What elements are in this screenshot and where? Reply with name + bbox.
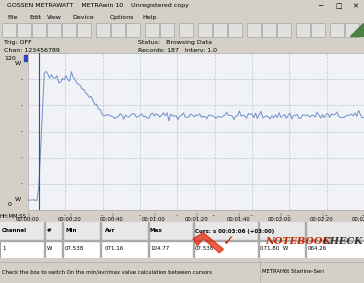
- Bar: [0, 222, 364, 240]
- Text: Help: Help: [142, 15, 156, 20]
- Bar: [330, 23, 344, 37]
- Bar: [311, 23, 325, 37]
- Bar: [32, 23, 46, 37]
- Bar: [62, 222, 63, 258]
- Text: Min: Min: [65, 228, 76, 233]
- Bar: [193, 222, 194, 258]
- Bar: [277, 23, 291, 37]
- Text: Records: 187   Interv: 1.0: Records: 187 Interv: 1.0: [138, 48, 217, 53]
- Bar: [296, 23, 310, 37]
- Text: 071.16: 071.16: [105, 246, 124, 252]
- Text: Avr: Avr: [105, 228, 115, 233]
- Text: |: |: [111, 213, 113, 218]
- Text: |: |: [195, 213, 197, 218]
- Text: File: File: [7, 15, 18, 20]
- Bar: [198, 23, 212, 37]
- Text: #: #: [47, 228, 52, 233]
- Bar: [47, 23, 61, 37]
- Text: 00:02:40: 00:02:40: [352, 217, 364, 222]
- Text: Curs: s 00:03:06 (+03:00): Curs: s 00:03:06 (+03:00): [195, 228, 274, 233]
- Bar: [213, 23, 227, 37]
- Text: ✕: ✕: [352, 3, 358, 9]
- Text: Max: Max: [150, 228, 163, 233]
- Bar: [145, 23, 159, 37]
- Text: |: |: [363, 213, 364, 218]
- Text: Device: Device: [73, 15, 94, 20]
- Text: GOSSEN METRAWATT    METRAwin 10    Unregistered copy: GOSSEN METRAWATT METRAwin 10 Unregistere…: [7, 3, 189, 8]
- Text: 071.80  W: 071.80 W: [260, 246, 288, 252]
- Bar: [77, 23, 91, 37]
- Bar: [247, 23, 261, 37]
- Text: Channel: Channel: [2, 228, 27, 233]
- Text: 07.538: 07.538: [195, 246, 214, 252]
- Text: ✓: ✓: [222, 234, 234, 248]
- Text: 00:02:20: 00:02:20: [310, 217, 334, 222]
- Bar: [62, 23, 76, 37]
- Text: NOTEBOOK: NOTEBOOK: [265, 237, 331, 246]
- Bar: [126, 23, 140, 37]
- Bar: [96, 23, 110, 37]
- Text: 00:00:20: 00:00:20: [58, 217, 82, 222]
- Text: 00:01:40: 00:01:40: [226, 217, 250, 222]
- Bar: [228, 23, 242, 37]
- Text: ─: ─: [318, 3, 323, 9]
- Bar: [111, 23, 125, 37]
- Bar: [345, 23, 359, 37]
- Text: 00:00:00: 00:00:00: [16, 217, 40, 222]
- Text: W: W: [47, 246, 52, 252]
- Text: Status:   Browsing Data: Status: Browsing Data: [138, 40, 212, 44]
- Text: Check the box to switch On the min/avr/max value calculation between cursors: Check the box to switch On the min/avr/m…: [2, 269, 212, 274]
- Text: |: |: [153, 213, 155, 218]
- Polygon shape: [193, 233, 223, 253]
- Text: W: W: [15, 197, 21, 202]
- Text: METRAH6t Starline-Seri: METRAH6t Starline-Seri: [262, 269, 324, 274]
- Text: 00:01:00: 00:01:00: [142, 217, 166, 222]
- Bar: [17, 23, 31, 37]
- Text: |: |: [321, 213, 323, 218]
- Text: Trig: OFF: Trig: OFF: [4, 40, 31, 44]
- Text: |: |: [279, 213, 281, 218]
- Bar: [0, 240, 364, 241]
- Text: |: |: [69, 213, 71, 218]
- Text: Edit: Edit: [29, 15, 41, 20]
- Bar: [262, 23, 276, 37]
- Text: |: |: [237, 213, 239, 218]
- Bar: [179, 23, 193, 37]
- Text: 120: 120: [4, 56, 16, 61]
- Text: CHECK: CHECK: [323, 237, 363, 246]
- Text: |: |: [27, 213, 29, 218]
- Bar: [148, 222, 149, 258]
- Bar: [2, 23, 16, 37]
- Text: □: □: [335, 3, 342, 9]
- Text: HH:MM:SS: HH:MM:SS: [0, 214, 27, 219]
- Text: W: W: [15, 61, 21, 66]
- Text: 07.538: 07.538: [65, 246, 84, 252]
- Bar: [24, 55, 28, 61]
- Text: 00:02:00: 00:02:00: [268, 217, 292, 222]
- Text: 104.77: 104.77: [150, 246, 169, 252]
- Text: View: View: [47, 15, 62, 20]
- Text: 1: 1: [2, 246, 5, 252]
- Text: Options: Options: [109, 15, 134, 20]
- Text: 0: 0: [8, 202, 12, 207]
- Text: Chan: 123456789: Chan: 123456789: [4, 48, 60, 53]
- Text: 00:00:40: 00:00:40: [100, 217, 124, 222]
- Polygon shape: [350, 23, 363, 36]
- Text: 00:01:20: 00:01:20: [184, 217, 208, 222]
- Text: 064.26: 064.26: [308, 246, 327, 252]
- Bar: [160, 23, 174, 37]
